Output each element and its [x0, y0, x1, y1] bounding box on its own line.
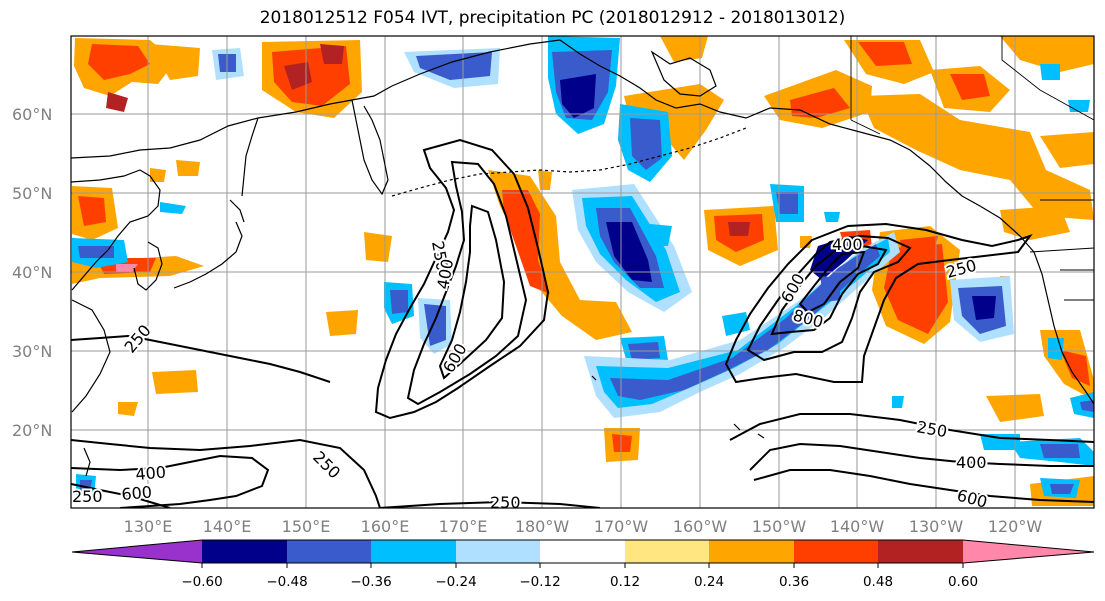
- colorbar-tick-label: −0.12: [519, 574, 560, 590]
- lat-label: 40°N: [12, 263, 52, 282]
- lon-label: 140°W: [830, 517, 885, 536]
- colorbar-segment: [878, 540, 963, 563]
- positive-anomaly-regions: [72, 36, 1094, 506]
- coastlines: [71, 36, 1094, 477]
- contour-label: 400: [832, 235, 863, 254]
- colorbar-segment: [709, 540, 794, 563]
- contour-label: 250: [490, 493, 521, 512]
- lon-label: 170°W: [594, 517, 649, 536]
- gridlines: [71, 36, 1094, 508]
- lat-label: 50°N: [12, 184, 52, 203]
- lat-label: 20°N: [12, 421, 52, 440]
- contour-label: 250: [428, 239, 452, 272]
- figure-title: 2018012512 F054 IVT, precipitation PC (2…: [259, 8, 846, 28]
- colorbar: −0.60 −0.48 −0.36 −0.24 −0.12 0.12 0.24 …: [71, 539, 1095, 590]
- colorbar-segment: [371, 540, 456, 563]
- colorbar-tick-label: 0.36: [779, 574, 809, 590]
- colorbar-tick-label: 0.24: [694, 574, 724, 590]
- colorbar-segment: [456, 540, 540, 563]
- contour-label: 600: [121, 482, 153, 504]
- colorbar-tick-label: 0.12: [610, 574, 640, 590]
- lon-label: 140°E: [203, 517, 252, 536]
- contour-label: 400: [135, 462, 167, 484]
- lon-label: 120°W: [988, 517, 1043, 536]
- colorbar-tick-label: 0.48: [863, 574, 893, 590]
- lon-label: 150°E: [282, 517, 331, 536]
- colorbar-segment: [72, 540, 202, 563]
- colorbar-tick-label: −0.36: [350, 574, 391, 590]
- latitude-labels: 60°N 50°N 40°N 30°N 20°N: [12, 105, 52, 440]
- lon-label: 130°E: [124, 517, 173, 536]
- colorbar-segment: [794, 540, 878, 563]
- colorbar-tick-label: −0.60: [181, 574, 222, 590]
- colorbar-tick-label: 0.60: [948, 574, 978, 590]
- colorbar-segment: [963, 540, 1094, 563]
- colorbar-segment: [540, 540, 625, 563]
- lat-label: 60°N: [12, 105, 52, 124]
- longitude-labels: 130°E 140°E 150°E 160°E 170°E 180°W 170°…: [124, 517, 1043, 536]
- contour-label: 400: [956, 453, 987, 472]
- lon-label: 130°W: [909, 517, 964, 536]
- ivt-contours: [71, 138, 1094, 508]
- lon-label: 180°W: [515, 517, 570, 536]
- contour-label: 250: [72, 487, 103, 506]
- colorbar-tick-label: −0.24: [435, 574, 476, 590]
- lon-label: 160°W: [673, 517, 728, 536]
- colorbar-segment: [202, 540, 287, 563]
- colorbar-segment: [287, 540, 371, 563]
- colorbar-tick-label: −0.48: [266, 574, 307, 590]
- lat-label: 30°N: [12, 342, 52, 361]
- map-frame: [70, 35, 1095, 509]
- lon-label: 160°E: [361, 517, 410, 536]
- lon-label: 150°W: [752, 517, 807, 536]
- colorbar-segment: [625, 540, 709, 563]
- lon-label: 170°E: [439, 517, 488, 536]
